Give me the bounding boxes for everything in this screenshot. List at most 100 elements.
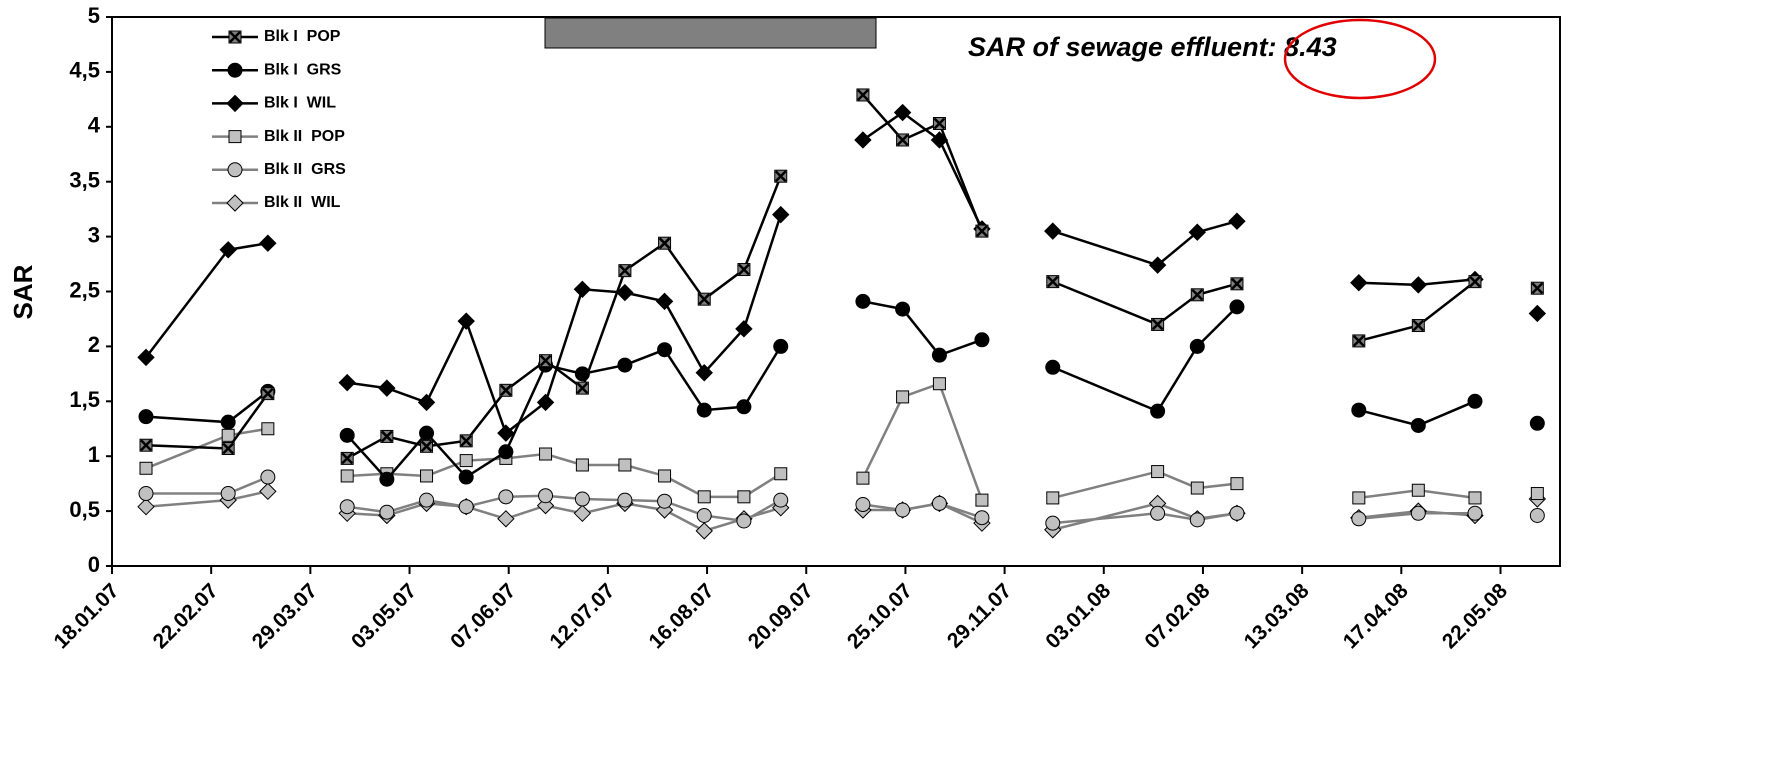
marker-cross xyxy=(658,237,671,250)
marker-shape xyxy=(1150,505,1166,521)
marker-shape xyxy=(226,194,244,212)
marker xyxy=(736,399,752,415)
marker xyxy=(573,504,592,523)
y-tick-label: 4,5 xyxy=(69,58,100,83)
marker-shape xyxy=(1410,417,1426,433)
marker xyxy=(1467,393,1483,409)
marker-shape xyxy=(259,482,277,501)
marker-shape xyxy=(657,493,673,509)
marker xyxy=(380,429,394,443)
marker-shape xyxy=(773,338,789,354)
marker-shape xyxy=(220,414,236,430)
marker xyxy=(498,489,514,505)
marker-shape xyxy=(498,489,514,505)
marker xyxy=(1189,338,1205,354)
marker xyxy=(931,495,947,511)
marker-shape xyxy=(737,490,751,504)
marker-shape xyxy=(1352,491,1366,505)
y-tick-label: 1 xyxy=(88,442,100,467)
y-tick-label: 2,5 xyxy=(69,277,100,302)
marker-cross xyxy=(857,89,869,101)
marker-shape xyxy=(1410,505,1426,521)
marker xyxy=(498,444,514,460)
marker xyxy=(974,510,990,526)
marker xyxy=(974,332,990,348)
marker-cross xyxy=(1191,288,1204,301)
marker-shape xyxy=(458,469,474,485)
marker xyxy=(226,194,244,212)
marker xyxy=(499,383,513,397)
marker-shape xyxy=(1351,511,1367,527)
y-tick-label: 0 xyxy=(88,552,100,577)
marker-cross xyxy=(222,442,235,455)
marker-shape xyxy=(855,293,871,309)
marker-shape xyxy=(1530,487,1544,501)
marker xyxy=(137,498,155,516)
marker xyxy=(139,461,153,475)
marker-shape xyxy=(1189,338,1205,354)
marker xyxy=(1467,505,1483,521)
marker-shape xyxy=(137,498,155,516)
marker-cross xyxy=(1412,319,1425,332)
marker-shape xyxy=(616,283,634,302)
marker-shape xyxy=(138,486,154,502)
marker xyxy=(774,467,788,481)
marker xyxy=(1468,275,1482,289)
marker-cross xyxy=(933,117,946,130)
marker xyxy=(737,263,751,277)
marker xyxy=(932,377,946,391)
marker-shape xyxy=(893,103,912,122)
marker xyxy=(340,451,354,465)
marker-shape xyxy=(497,510,515,528)
marker-cross xyxy=(499,384,512,397)
marker xyxy=(219,241,237,259)
marker xyxy=(695,364,713,382)
marker-shape xyxy=(1351,402,1367,418)
marker xyxy=(932,117,946,131)
marker xyxy=(618,264,632,278)
highlight-ellipse xyxy=(1283,18,1437,100)
y-tick-label: 5 xyxy=(88,3,100,28)
marker xyxy=(573,280,592,299)
marker-cross xyxy=(261,387,274,400)
period-bar xyxy=(544,17,877,49)
marker xyxy=(419,425,435,441)
marker-shape xyxy=(1189,512,1205,528)
annotation: SAR of sewage effluent: 8.43 xyxy=(968,32,1337,62)
marker xyxy=(259,234,277,252)
plot-frame xyxy=(111,16,1561,567)
marker xyxy=(1046,491,1060,505)
y-tick-label: 2 xyxy=(88,332,100,357)
marker xyxy=(1150,403,1166,419)
marker-cross xyxy=(380,430,393,443)
marker xyxy=(419,492,435,508)
marker-shape xyxy=(417,393,436,412)
marker-shape xyxy=(1468,491,1482,505)
marker xyxy=(736,513,752,529)
marker xyxy=(220,486,236,502)
marker xyxy=(1228,212,1246,230)
marker xyxy=(695,522,713,540)
marker-shape xyxy=(1528,304,1547,323)
marker-shape xyxy=(1411,483,1425,497)
marker-cross xyxy=(140,439,152,452)
marker-shape xyxy=(1046,491,1060,505)
marker xyxy=(1528,304,1547,323)
marker-shape xyxy=(974,332,990,348)
marker-cross xyxy=(976,225,988,237)
marker-shape xyxy=(498,444,514,460)
marker xyxy=(1190,288,1204,302)
marker xyxy=(575,381,589,395)
marker xyxy=(339,499,355,515)
marker-shape xyxy=(932,377,946,391)
marker-shape xyxy=(1045,515,1061,531)
marker xyxy=(896,390,910,404)
marker xyxy=(1045,359,1061,375)
marker-shape xyxy=(260,469,276,485)
marker-shape xyxy=(1350,274,1368,292)
marker xyxy=(457,312,475,330)
marker xyxy=(459,454,473,468)
marker xyxy=(1529,415,1545,431)
marker-shape xyxy=(696,402,712,418)
marker-shape xyxy=(227,62,243,78)
